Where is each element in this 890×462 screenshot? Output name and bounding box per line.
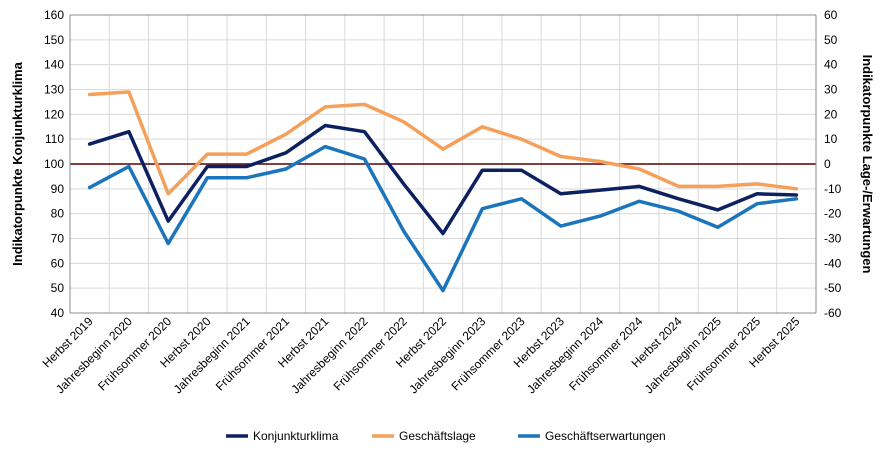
left-tick-label-10: 140: [44, 58, 64, 72]
right-tick-label-3: -30: [824, 232, 842, 246]
right-tick-label-4: -20: [824, 207, 842, 221]
x-tick-label-14: Frühsommer 2024: [566, 314, 645, 393]
right-tick-label-0: -60: [824, 306, 842, 320]
right-axis-title: Indikatorpunkte Lage-/Erwartungen: [860, 55, 875, 274]
series-line-2: [87, 144, 799, 293]
left-tick-label-8: 120: [44, 107, 64, 121]
left-tick-label-2: 60: [51, 256, 65, 270]
right-tick-label-2: -40: [824, 256, 842, 270]
left-tick-label-4: 80: [51, 207, 65, 221]
left-tick-label-6: 100: [44, 157, 64, 171]
left-tick-label-12: 160: [44, 8, 64, 22]
left-tick-label-3: 70: [51, 232, 65, 246]
x-tick-label-2: Frühsommer 2020: [95, 314, 174, 393]
x-tick-label-11: Frühsommer 2023: [448, 314, 527, 393]
left-tick-label-11: 150: [44, 33, 64, 47]
legend-label-2: Geschäftserwartungen: [545, 429, 666, 443]
left-tick-label-9: 130: [44, 83, 64, 97]
right-tick-label-5: -10: [824, 182, 842, 196]
x-tick-label-5: Frühsommer 2021: [213, 314, 292, 393]
right-tick-label-6: 0: [824, 157, 831, 171]
right-tick-label-10: 40: [824, 58, 838, 72]
right-tick-label-11: 50: [824, 33, 838, 47]
legend-label-1: Geschäftslage: [399, 429, 476, 443]
right-tick-label-9: 30: [824, 83, 838, 97]
right-tick-label-12: 60: [824, 8, 838, 22]
right-tick-label-7: 10: [824, 132, 838, 146]
left-axis-ticks: 40 50 60 70 80 90 100 110 120 130 140 150 160: [44, 8, 64, 320]
right-axis-ticks: -60 -50 -40 -30 -20 -10 0 10 20 30 40 50 60: [824, 8, 842, 320]
left-tick-label-1: 50: [51, 281, 65, 295]
left-tick-label-0: 40: [51, 306, 65, 320]
series-lines: [87, 90, 799, 293]
series-line-1: [87, 90, 799, 196]
legend-label-0: Konjunkturklima: [253, 429, 339, 443]
left-tick-label-5: 90: [51, 182, 65, 196]
right-tick-label-8: 20: [824, 107, 838, 121]
x-tick-label-8: Frühsommer 2022: [331, 314, 410, 393]
left-axis-title: Indikatorpunkte Konjunkturklima: [10, 61, 25, 265]
x-tick-label-17: Frühsommer 2025: [684, 314, 763, 393]
right-tick-label-1: -50: [824, 281, 842, 295]
axes: [69, 14, 817, 314]
series-line-0: [87, 123, 799, 236]
legend: Konjunkturklima Geschäftslage Geschäftserw…: [226, 429, 666, 443]
left-tick-label-7: 110: [45, 132, 64, 146]
